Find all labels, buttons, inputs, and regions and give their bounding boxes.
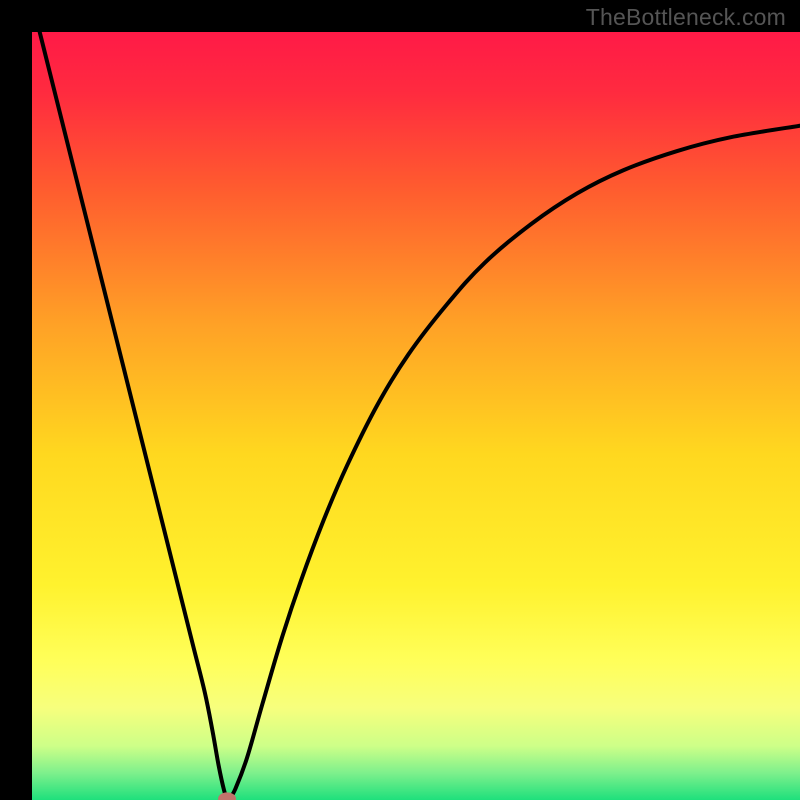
chart-container: TheBottleneck.com xyxy=(0,0,800,800)
watermark-text: TheBottleneck.com xyxy=(586,4,786,31)
bottleneck-chart xyxy=(0,0,800,800)
border-left xyxy=(0,0,32,800)
